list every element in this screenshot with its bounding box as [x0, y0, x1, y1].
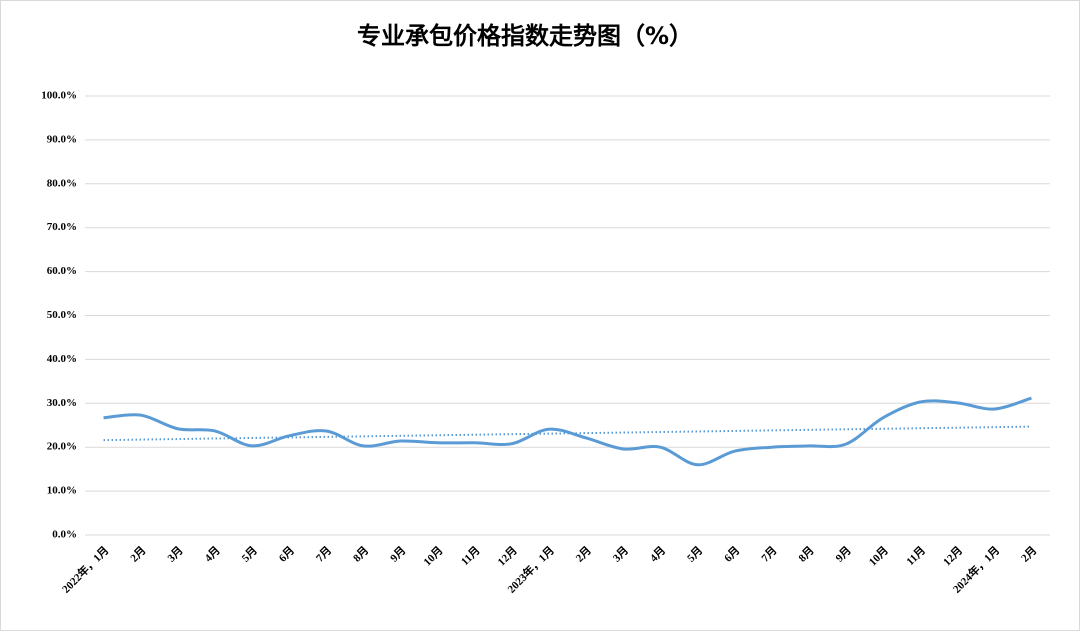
- trendline: [103, 425, 1032, 442]
- y-tick-label: 60.0%: [47, 265, 77, 277]
- chart-title: 专业承包价格指数走势图（%）: [357, 22, 693, 50]
- y-tick-label: 40.0%: [47, 353, 77, 365]
- y-tick-label: 30.0%: [47, 397, 77, 409]
- y-tick-label: 10.0%: [47, 485, 77, 497]
- y-tick-label: 70.0%: [47, 221, 77, 233]
- y-tick-label: 90.0%: [47, 133, 77, 145]
- y-tick-label: 0.0%: [52, 529, 77, 541]
- y-tick-label: 80.0%: [47, 177, 77, 189]
- y-tick-label: 50.0%: [47, 309, 77, 321]
- y-tick-label: 100.0%: [41, 90, 77, 102]
- y-tick-label: 20.0%: [47, 441, 77, 453]
- line: [103, 396, 1032, 467]
